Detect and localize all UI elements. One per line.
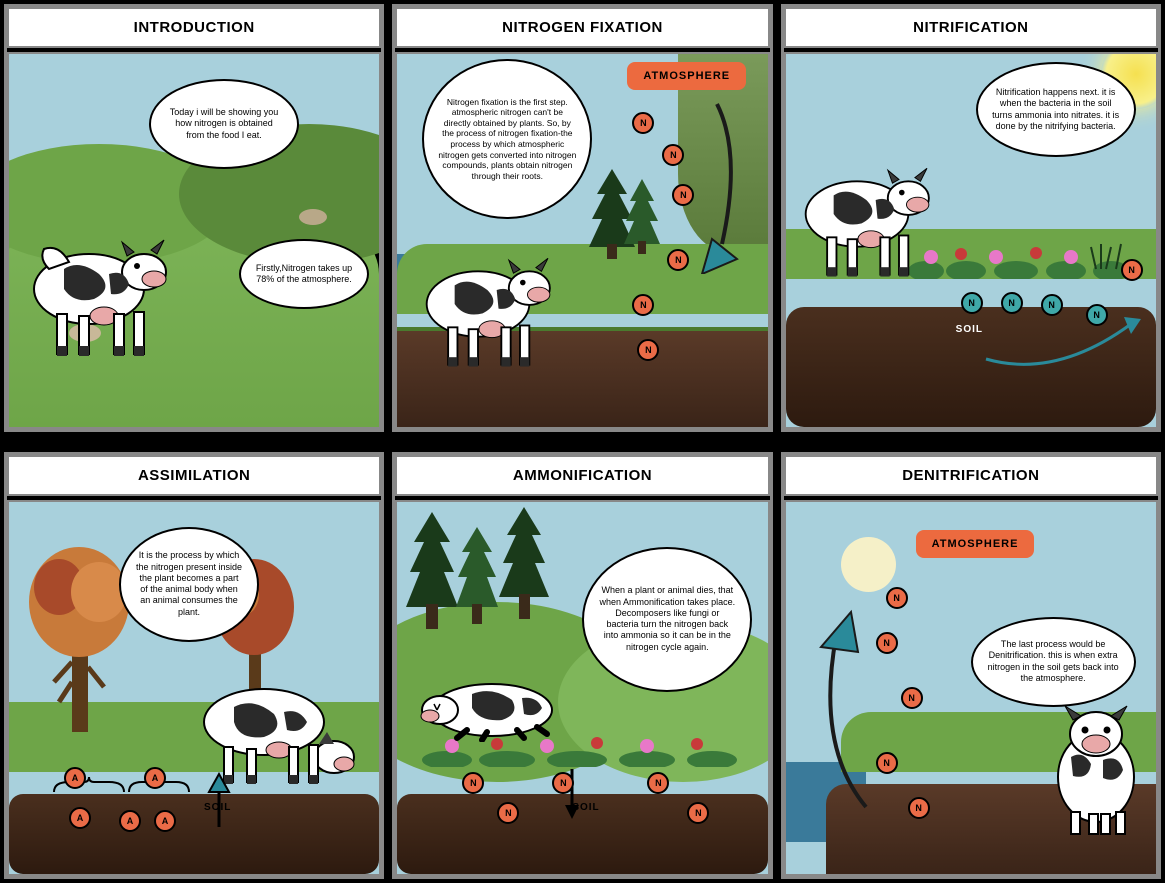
molecule-node: N bbox=[1041, 294, 1063, 316]
bubble-text: Today i will be showing you how nitrogen… bbox=[165, 107, 283, 141]
scene-nitrogen-fixation: ATMOSPHERE bbox=[395, 52, 769, 429]
molecule-node: N bbox=[908, 797, 930, 819]
molecule-node: N bbox=[876, 752, 898, 774]
panel-title: NITROGEN FIXATION bbox=[395, 7, 769, 48]
soil bbox=[9, 794, 379, 874]
cow-front-icon bbox=[1041, 702, 1151, 837]
molecule-node: N bbox=[497, 802, 519, 824]
panel-denitrification: DENITRIFICATION ATMOSPHERE bbox=[781, 452, 1161, 880]
molecule-node: N bbox=[647, 772, 669, 794]
pine-tree-icon bbox=[452, 527, 502, 632]
speech-bubble: Nitrification happens next. it is when t… bbox=[976, 62, 1136, 157]
arrow-curve-icon bbox=[976, 309, 1146, 384]
molecule-node: A bbox=[119, 810, 141, 832]
scene-assimilation: It is the process by which the nitrogen … bbox=[7, 500, 381, 877]
bubble-text: When a plant or animal dies, that when A… bbox=[598, 585, 736, 653]
panel-introduction: INTRODUCTION bbox=[4, 4, 384, 432]
molecule-node: A bbox=[144, 767, 166, 789]
scene-introduction: Today i will be showing you how nitrogen… bbox=[7, 52, 381, 429]
cow-icon bbox=[412, 234, 572, 374]
atmosphere-label: ATMOSPHERE bbox=[916, 530, 1035, 558]
cow-icon bbox=[19, 214, 189, 364]
brace-icon bbox=[49, 777, 129, 802]
bubble-text: It is the process by which the nitrogen … bbox=[135, 550, 243, 618]
panel-ammonification: AMMONIFICATION bbox=[392, 452, 772, 880]
atmosphere-label: ATMOSPHERE bbox=[627, 62, 746, 90]
autumn-tree-icon bbox=[24, 532, 134, 737]
molecule-node: N bbox=[901, 687, 923, 709]
panel-title: AMMONIFICATION bbox=[395, 455, 769, 496]
molecule-node: N bbox=[462, 772, 484, 794]
molecule-node: A bbox=[154, 810, 176, 832]
cow-icon bbox=[791, 144, 951, 284]
panel-title: ASSIMILATION bbox=[7, 455, 381, 496]
scene-ammonification: When a plant or animal dies, that when A… bbox=[395, 500, 769, 877]
molecule-node: N bbox=[1086, 304, 1108, 326]
speech-bubble: The last process would be Denitrificatio… bbox=[971, 617, 1136, 707]
bubble-text: Nitrification happens next. it is when t… bbox=[992, 87, 1120, 132]
bubble-text: Nitrogen fixation is the first step. atm… bbox=[438, 97, 576, 182]
scene-denitrification: ATMOSPHERE The last process would be bbox=[784, 500, 1158, 877]
soil-label: SOIL bbox=[204, 802, 231, 813]
panel-title: INTRODUCTION bbox=[7, 7, 381, 48]
panel-nitrification: NITRIFICATION bbox=[781, 4, 1161, 432]
soil-label: SOIL bbox=[956, 324, 983, 335]
rock-icon bbox=[299, 209, 327, 225]
molecule-node: N bbox=[1001, 292, 1023, 314]
atmosphere-text: ATMOSPHERE bbox=[643, 70, 730, 82]
speech-bubble: Firstly,Nitrogen takes up 78% of the atm… bbox=[239, 239, 369, 309]
bubble-text: The last process would be Denitrificatio… bbox=[987, 639, 1120, 684]
molecule-node: N bbox=[687, 802, 709, 824]
molecule-node: N bbox=[1121, 259, 1143, 281]
arrow-up-icon bbox=[796, 597, 886, 822]
molecule-node: N bbox=[886, 587, 908, 609]
pine-tree-icon bbox=[497, 507, 552, 627]
speech-bubble: Today i will be showing you how nitrogen… bbox=[149, 79, 299, 169]
bubble-text: Firstly,Nitrogen takes up 78% of the atm… bbox=[255, 263, 353, 286]
molecule-node: A bbox=[64, 767, 86, 789]
speech-bubble: It is the process by which the nitrogen … bbox=[119, 527, 259, 642]
atmosphere-text: ATMOSPHERE bbox=[932, 538, 1019, 550]
storyboard-grid: INTRODUCTION bbox=[0, 0, 1165, 883]
panel-assimilation: ASSIMILATION bbox=[4, 452, 384, 880]
arrow-down-icon bbox=[687, 94, 747, 279]
molecule-node: N bbox=[876, 632, 898, 654]
soil-label: SOIL bbox=[572, 802, 599, 813]
molecule-node: N bbox=[961, 292, 983, 314]
moon-icon bbox=[841, 537, 896, 592]
panel-title: NITRIFICATION bbox=[784, 7, 1158, 48]
speech-bubble: Nitrogen fixation is the first step. atm… bbox=[422, 59, 592, 219]
panel-title: DENITRIFICATION bbox=[784, 455, 1158, 496]
scene-nitrification: Nitrification happens next. it is when t… bbox=[784, 52, 1158, 429]
molecule-node: N bbox=[552, 772, 574, 794]
speech-bubble: When a plant or animal dies, that when A… bbox=[582, 547, 752, 692]
panel-nitrogen-fixation: NITROGEN FIXATION ATMOSPHERE bbox=[392, 4, 772, 432]
cow-dead-icon bbox=[412, 662, 572, 742]
pine-tree-icon bbox=[622, 179, 662, 259]
molecule-node: A bbox=[69, 807, 91, 829]
